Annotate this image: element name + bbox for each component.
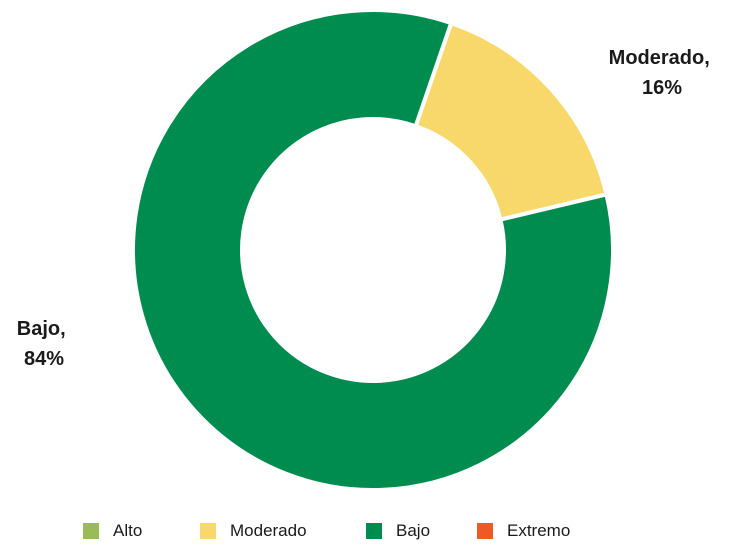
slice-label-moderado-value: 16%: [642, 77, 682, 99]
legend-item-bajo: Bajo: [366, 520, 430, 542]
slices-group: [131, 8, 615, 492]
legend-swatch-extremo: [477, 523, 493, 539]
slice-labels-group: Moderado, 16% Bajo, 84%: [17, 47, 716, 370]
slice-label-moderado-name: Moderado,: [609, 47, 710, 69]
legend: Alto Moderado Bajo Extremo: [0, 520, 732, 542]
legend-label-extremo: Extremo: [507, 521, 571, 540]
legend-label-moderado: Moderado: [230, 521, 307, 540]
legend-label-alto: Alto: [113, 521, 143, 540]
slice-label-bajo-name: Bajo,: [17, 318, 66, 340]
legend-swatch-moderado: [200, 523, 216, 539]
legend-item-moderado: Moderado: [200, 520, 307, 542]
donut-chart-svg: Moderado, 16% Bajo, 84%: [17, 8, 716, 492]
legend-item-alto: Alto: [83, 520, 142, 542]
legend-item-extremo: Extremo: [477, 520, 570, 542]
legend-swatch-alto: [83, 523, 99, 539]
slice-label-bajo: Bajo, 84%: [17, 318, 71, 370]
slice-moderado: [413, 20, 609, 223]
slice-label-bajo-value: 84%: [24, 348, 64, 370]
slice-label-moderado: Moderado, 16%: [609, 47, 716, 99]
legend-swatch-bajo: [366, 523, 382, 539]
slice-bajo: [131, 8, 615, 492]
legend-label-bajo: Bajo: [396, 521, 431, 540]
